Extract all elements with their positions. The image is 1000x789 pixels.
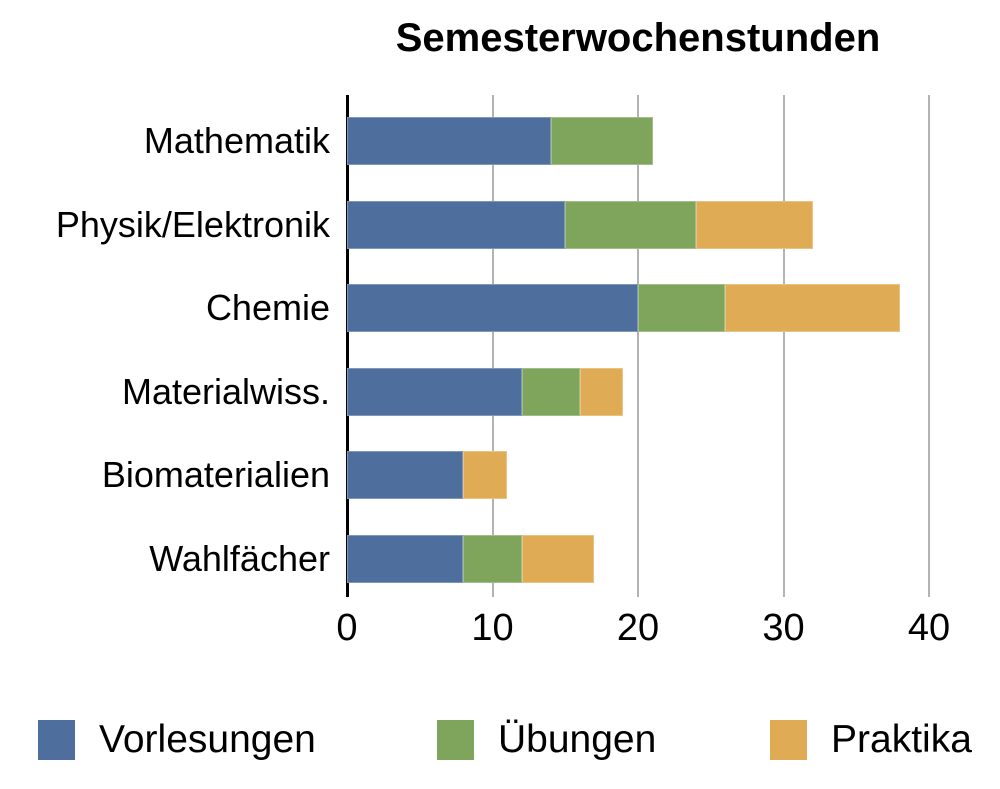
bar-segment-vorlesungen-chemie <box>347 284 638 332</box>
bar-segment-vorlesungen-mathematik <box>347 117 551 165</box>
bar-segment-vorlesungen-wahlfaecher <box>347 534 464 583</box>
bar-segment-vorlesungen-physik-elektronik <box>347 200 566 249</box>
bar-segment-praktika-materialwiss <box>579 367 624 416</box>
bar-row-mathematik <box>347 117 929 165</box>
gridline-x-40 <box>928 95 930 597</box>
legend-label-praktika: Praktika <box>831 718 972 761</box>
legend-label-vorlesungen: Vorlesungen <box>99 718 316 761</box>
bar-segment-praktika-biomaterialien <box>463 451 508 499</box>
legend-swatch-vorlesungen <box>38 720 75 760</box>
bar-segment-praktika-wahlfaecher <box>521 534 595 583</box>
x-tick-label-40: 40 <box>907 607 951 649</box>
legend-swatch-praktika <box>770 720 807 760</box>
x-tick-label-10: 10 <box>471 607 514 649</box>
bar-segment-vorlesungen-biomaterialien <box>347 451 464 499</box>
bar-row-wahlfaecher <box>347 534 929 583</box>
bar-segment-uebungen-materialwiss <box>521 367 580 416</box>
chart-title: Semesterwochenstunden <box>395 16 881 60</box>
y-axis-zero-line <box>346 95 349 597</box>
plot-area <box>346 95 930 597</box>
category-label-wahlfaecher: Wahlfächer <box>149 537 330 579</box>
legend-item-praktika: Praktika <box>770 718 972 762</box>
bar-segment-vorlesungen-materialwiss <box>347 367 522 416</box>
x-tick-label-20: 20 <box>616 607 660 649</box>
category-label-mathematik: Mathematik <box>143 120 330 161</box>
bar-segment-praktika-physik-elektronik <box>696 200 813 249</box>
gridline-x-30 <box>782 95 785 597</box>
x-tick-label-30: 30 <box>762 607 805 649</box>
legend-swatch-uebungen <box>437 720 474 760</box>
category-label-materialwiss: Materialwiss. <box>121 370 330 412</box>
bar-segment-uebungen-mathematik <box>550 117 653 165</box>
bar-segment-uebungen-chemie <box>638 284 726 332</box>
legend: Vorlesungen Übungen Praktika <box>0 718 1000 768</box>
x-tick-label-0: 0 <box>336 607 358 649</box>
category-label-biomaterialien: Biomaterialien <box>101 454 330 495</box>
category-label-chemie: Chemie <box>205 287 330 328</box>
bar-segment-uebungen-wahlfaecher <box>463 534 522 583</box>
bar-row-physik-elektronik <box>347 200 929 249</box>
gridline-x-10 <box>491 95 494 597</box>
bar-segment-uebungen-physik-elektronik <box>565 200 697 249</box>
bar-segment-praktika-chemie <box>725 284 900 332</box>
legend-item-uebungen: Übungen <box>437 718 656 762</box>
gridline-x-20 <box>637 95 639 597</box>
category-label-physik-elektronik: Physik/Elektronik <box>55 203 330 245</box>
bar-row-biomaterialien <box>347 451 929 499</box>
legend-label-uebungen: Übungen <box>498 718 657 761</box>
bar-row-materialwiss <box>347 367 929 416</box>
legend-item-vorlesungen: Vorlesungen <box>38 718 316 762</box>
bar-row-chemie <box>347 284 929 332</box>
